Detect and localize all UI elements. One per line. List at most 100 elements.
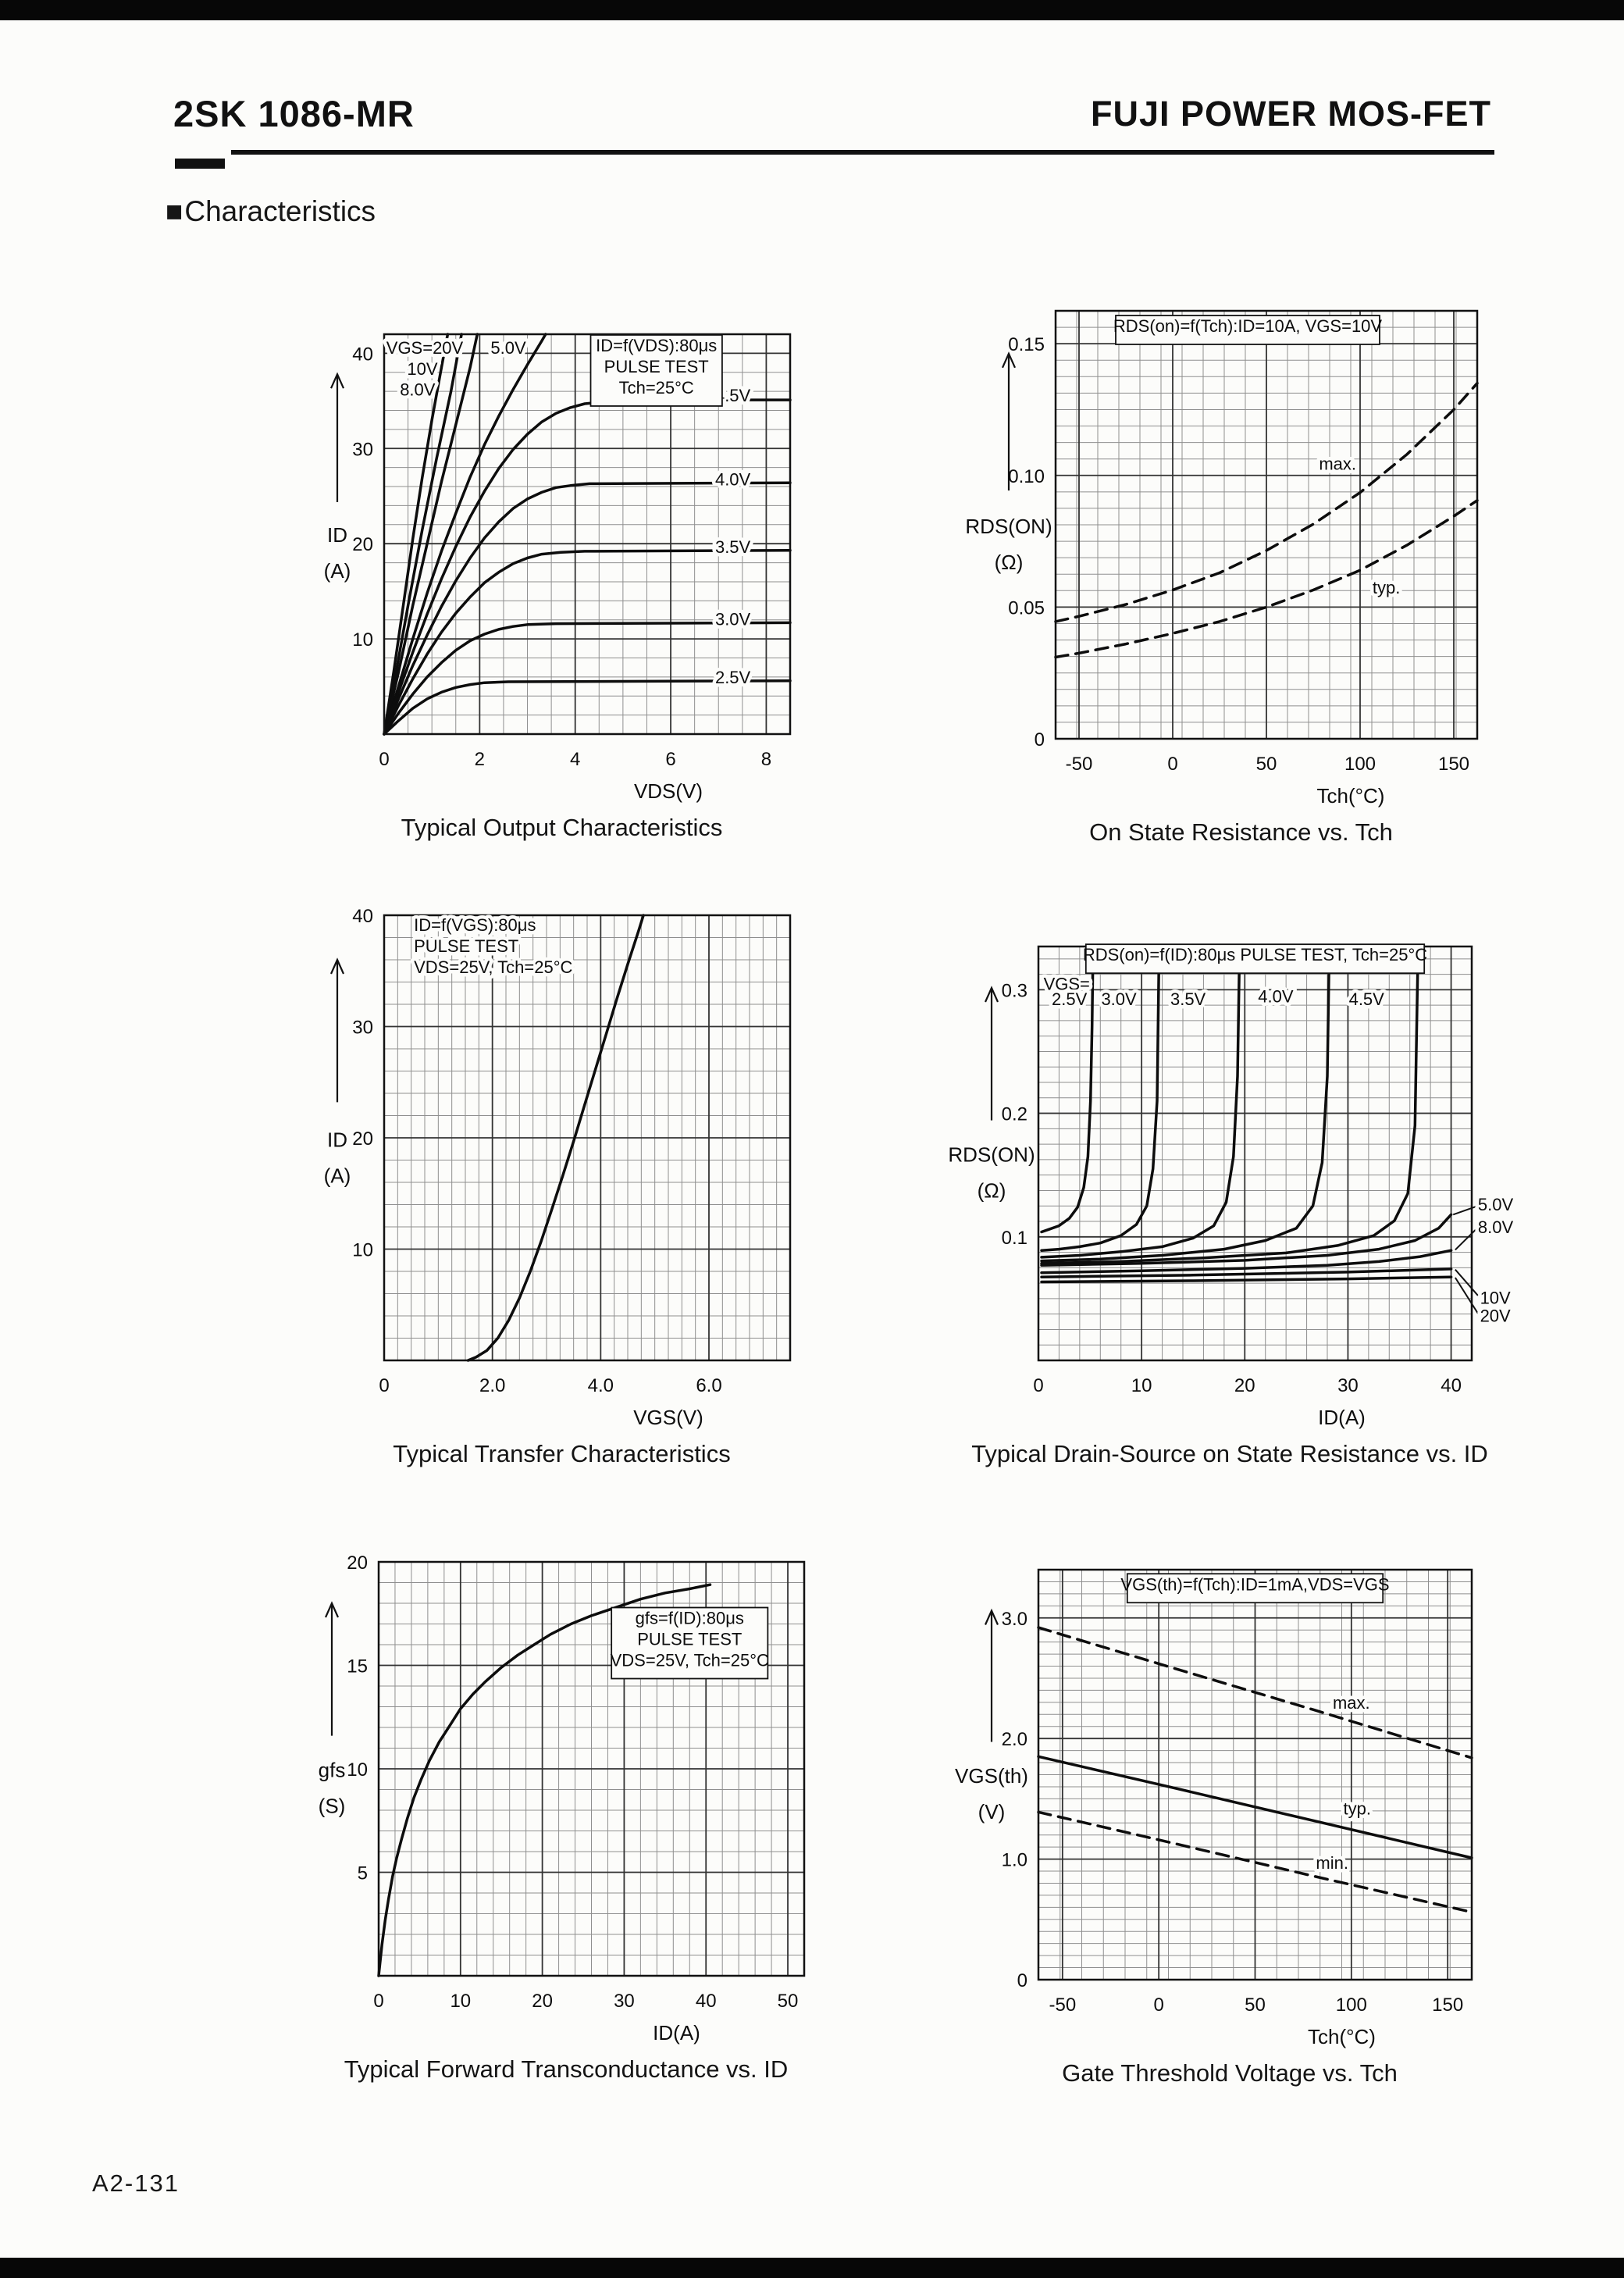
svg-text:PULSE TEST: PULSE TEST	[637, 1630, 742, 1649]
svg-text:30: 30	[1337, 1375, 1359, 1396]
svg-text:Tch=25°C: Tch=25°C	[619, 378, 694, 397]
svg-text:30: 30	[614, 1991, 635, 2012]
svg-text:40: 40	[352, 344, 373, 365]
scan-edge-bottom	[0, 2258, 1624, 2278]
svg-text:0.05: 0.05	[1008, 597, 1045, 619]
svg-text:0: 0	[1033, 1375, 1043, 1396]
svg-text:VGS(V): VGS(V)	[633, 1406, 703, 1429]
svg-text:0.1: 0.1	[1002, 1228, 1027, 1249]
svg-text:20V: 20V	[1480, 1306, 1511, 1325]
svg-text:50: 50	[1256, 754, 1277, 775]
svg-text:RDS(on)=f(ID):80μs PULSE TEST,: RDS(on)=f(ID):80μs PULSE TEST, Tch=25°C	[1083, 945, 1427, 964]
svg-text:max.: max.	[1319, 455, 1356, 474]
chart-rdson-vs-id: 0 10 20 30 40 0.1 0.2 0.3 VGS= 2.5V 3.0V 3.5V 4.0V 4.…	[921, 923, 1538, 1468]
svg-text:2.0: 2.0	[479, 1375, 505, 1396]
svg-text:(Ω): (Ω)	[995, 551, 1024, 574]
svg-text:3.5V: 3.5V	[1170, 989, 1206, 1009]
chart-svg: -50 0 50 100 150 0 1.0 2.0 3.0 max. typ. min. VGS(th…	[955, 1568, 1473, 2048]
chart-canvas-rdson-id: 0 10 20 30 40 0.1 0.2 0.3 VGS= 2.5V 3.0V 3.5V 4.0V 4.…	[921, 923, 1538, 1438]
svg-text:RDS(on)=f(Tch):ID=10A, VGS=10V: RDS(on)=f(Tch):ID=10A, VGS=10V	[1113, 316, 1383, 336]
svg-text:(Ω): (Ω)	[978, 1179, 1006, 1203]
svg-text:VDS=25V, Tch=25°C: VDS=25V, Tch=25°C	[611, 1651, 769, 1670]
chart-title: Typical Forward Transconductance vs. ID	[344, 2055, 789, 2083]
chart-canvas-transfer: 0 2.0 4.0 6.0 10 20 30 40 ID=f(VGS):80μs PULSE TE…	[267, 892, 857, 1438]
svg-text:0: 0	[379, 749, 389, 770]
svg-text:10V: 10V	[1480, 1288, 1511, 1307]
svg-text:RDS(ON): RDS(ON)	[965, 515, 1052, 538]
section-title: Characteristics	[184, 195, 376, 227]
svg-text:0: 0	[1035, 729, 1045, 750]
svg-text:3.0V: 3.0V	[715, 609, 751, 629]
chart-typical-output-characteristics: 0 2 4 6 8 10 20 30 40 VGS=20V 10V 8.0V 5.0V 4.5V 4.0V 3…	[267, 311, 857, 842]
svg-text:2: 2	[475, 749, 485, 770]
svg-text:40: 40	[352, 906, 373, 927]
svg-text:8.0V: 8.0V	[1478, 1217, 1514, 1237]
svg-text:4.0V: 4.0V	[715, 469, 751, 489]
svg-text:10: 10	[347, 1759, 368, 1781]
svg-text:8.0V: 8.0V	[400, 380, 436, 400]
svg-text:5.0V: 5.0V	[1478, 1195, 1514, 1214]
chart-typical-transfer-characteristics: 0 2.0 4.0 6.0 10 20 30 40 ID=f(VGS):80μs PULSE TE…	[267, 892, 857, 1468]
svg-text:100: 100	[1344, 754, 1376, 775]
svg-text:typ.: typ.	[1373, 578, 1400, 597]
svg-text:40: 40	[696, 1991, 717, 2012]
svg-text:4: 4	[570, 749, 580, 770]
svg-text:150: 150	[1438, 754, 1469, 775]
svg-text:1.0: 1.0	[1002, 1850, 1027, 1871]
svg-text:max.: max.	[1333, 1693, 1370, 1713]
chart-canvas-vgsth: -50 0 50 100 150 0 1.0 2.0 3.0 max. typ. min. VGS(th…	[921, 1546, 1538, 2058]
part-number: 2SK 1086-MR	[173, 93, 415, 134]
svg-text:ID: ID	[327, 1128, 347, 1151]
svg-text:RDS(ON): RDS(ON)	[948, 1143, 1035, 1167]
svg-text:2.0: 2.0	[1002, 1729, 1027, 1750]
svg-text:0: 0	[1153, 1995, 1163, 2016]
svg-text:0: 0	[1017, 1970, 1027, 1991]
svg-text:Tch(°C): Tch(°C)	[1308, 2025, 1376, 2048]
svg-text:PULSE TEST: PULSE TEST	[604, 357, 709, 376]
chart-canvas-gfs: 0 10 20 30 40 50 5 10 15 20 gfs=f(ID):80μs PULSE TE…	[262, 1538, 871, 2054]
svg-text:ID=f(VDS):80μs: ID=f(VDS):80μs	[596, 336, 717, 355]
svg-text:10V: 10V	[407, 359, 437, 379]
svg-text:150: 150	[1432, 1995, 1463, 2016]
svg-text:3.0V: 3.0V	[1101, 989, 1137, 1009]
svg-text:ID(A): ID(A)	[653, 2021, 700, 2044]
svg-text:ID(A): ID(A)	[1318, 1406, 1366, 1429]
svg-text:4.5V: 4.5V	[1349, 989, 1385, 1009]
brand-title: FUJI POWER MOS-FET	[1091, 94, 1491, 134]
header-rule-short	[175, 159, 225, 169]
svg-text:2.5V: 2.5V	[1052, 989, 1088, 1009]
chart-title: Typical Drain-Source on State Resistance…	[971, 1440, 1488, 1467]
chart-canvas-output: 0 2 4 6 8 10 20 30 40 VGS=20V 10V 8.0V 5.0V 4.5V 4.0V 3…	[267, 311, 857, 812]
svg-text:6.0: 6.0	[696, 1375, 721, 1396]
svg-text:6: 6	[665, 749, 675, 770]
page-number: A2-131	[92, 2169, 180, 2197]
svg-text:10: 10	[450, 1991, 471, 2012]
scan-edge-top	[0, 0, 1624, 20]
svg-text:(A): (A)	[324, 1164, 351, 1187]
svg-text:50: 50	[778, 1991, 799, 2012]
svg-text:VGS(th)=f(Tch):ID=1mA,VDS=VGS: VGS(th)=f(Tch):ID=1mA,VDS=VGS	[1120, 1574, 1389, 1594]
svg-text:VGS=20V: VGS=20V	[386, 338, 464, 358]
svg-text:0.3: 0.3	[1002, 980, 1027, 1001]
svg-text:-50: -50	[1049, 1995, 1076, 2016]
chart-svg: 0 10 20 30 40 50 5 10 15 20 gfs=f(ID):80μs PULSE TE…	[319, 1553, 806, 2044]
svg-text:0: 0	[373, 1991, 383, 2012]
svg-text:40: 40	[1441, 1375, 1462, 1396]
svg-text:10: 10	[352, 629, 373, 651]
svg-text:ID=f(VGS):80μs: ID=f(VGS):80μs	[414, 915, 536, 935]
svg-text:100: 100	[1336, 1995, 1367, 2016]
svg-text:20: 20	[532, 1991, 553, 2012]
chart-on-state-resistance-vs-tch: -50 0 50 100 150 0 0.05 0.10 0.15 max. typ. RDS(on)…	[938, 287, 1544, 847]
svg-text:(V): (V)	[978, 1800, 1006, 1823]
svg-text:PULSE TEST: PULSE TEST	[414, 936, 518, 956]
chart-title: On State Resistance vs. Tch	[1089, 818, 1393, 846]
svg-text:Tch(°C): Tch(°C)	[1317, 784, 1385, 807]
svg-text:15: 15	[347, 1656, 368, 1677]
chart-title: Typical Transfer Characteristics	[393, 1440, 731, 1467]
svg-text:0.2: 0.2	[1002, 1104, 1027, 1125]
chart-svg: -50 0 50 100 150 0 0.05 0.10 0.15 max. typ. RDS(on)…	[965, 309, 1479, 807]
svg-text:50: 50	[1245, 1995, 1266, 2016]
svg-text:2.5V: 2.5V	[715, 668, 751, 687]
